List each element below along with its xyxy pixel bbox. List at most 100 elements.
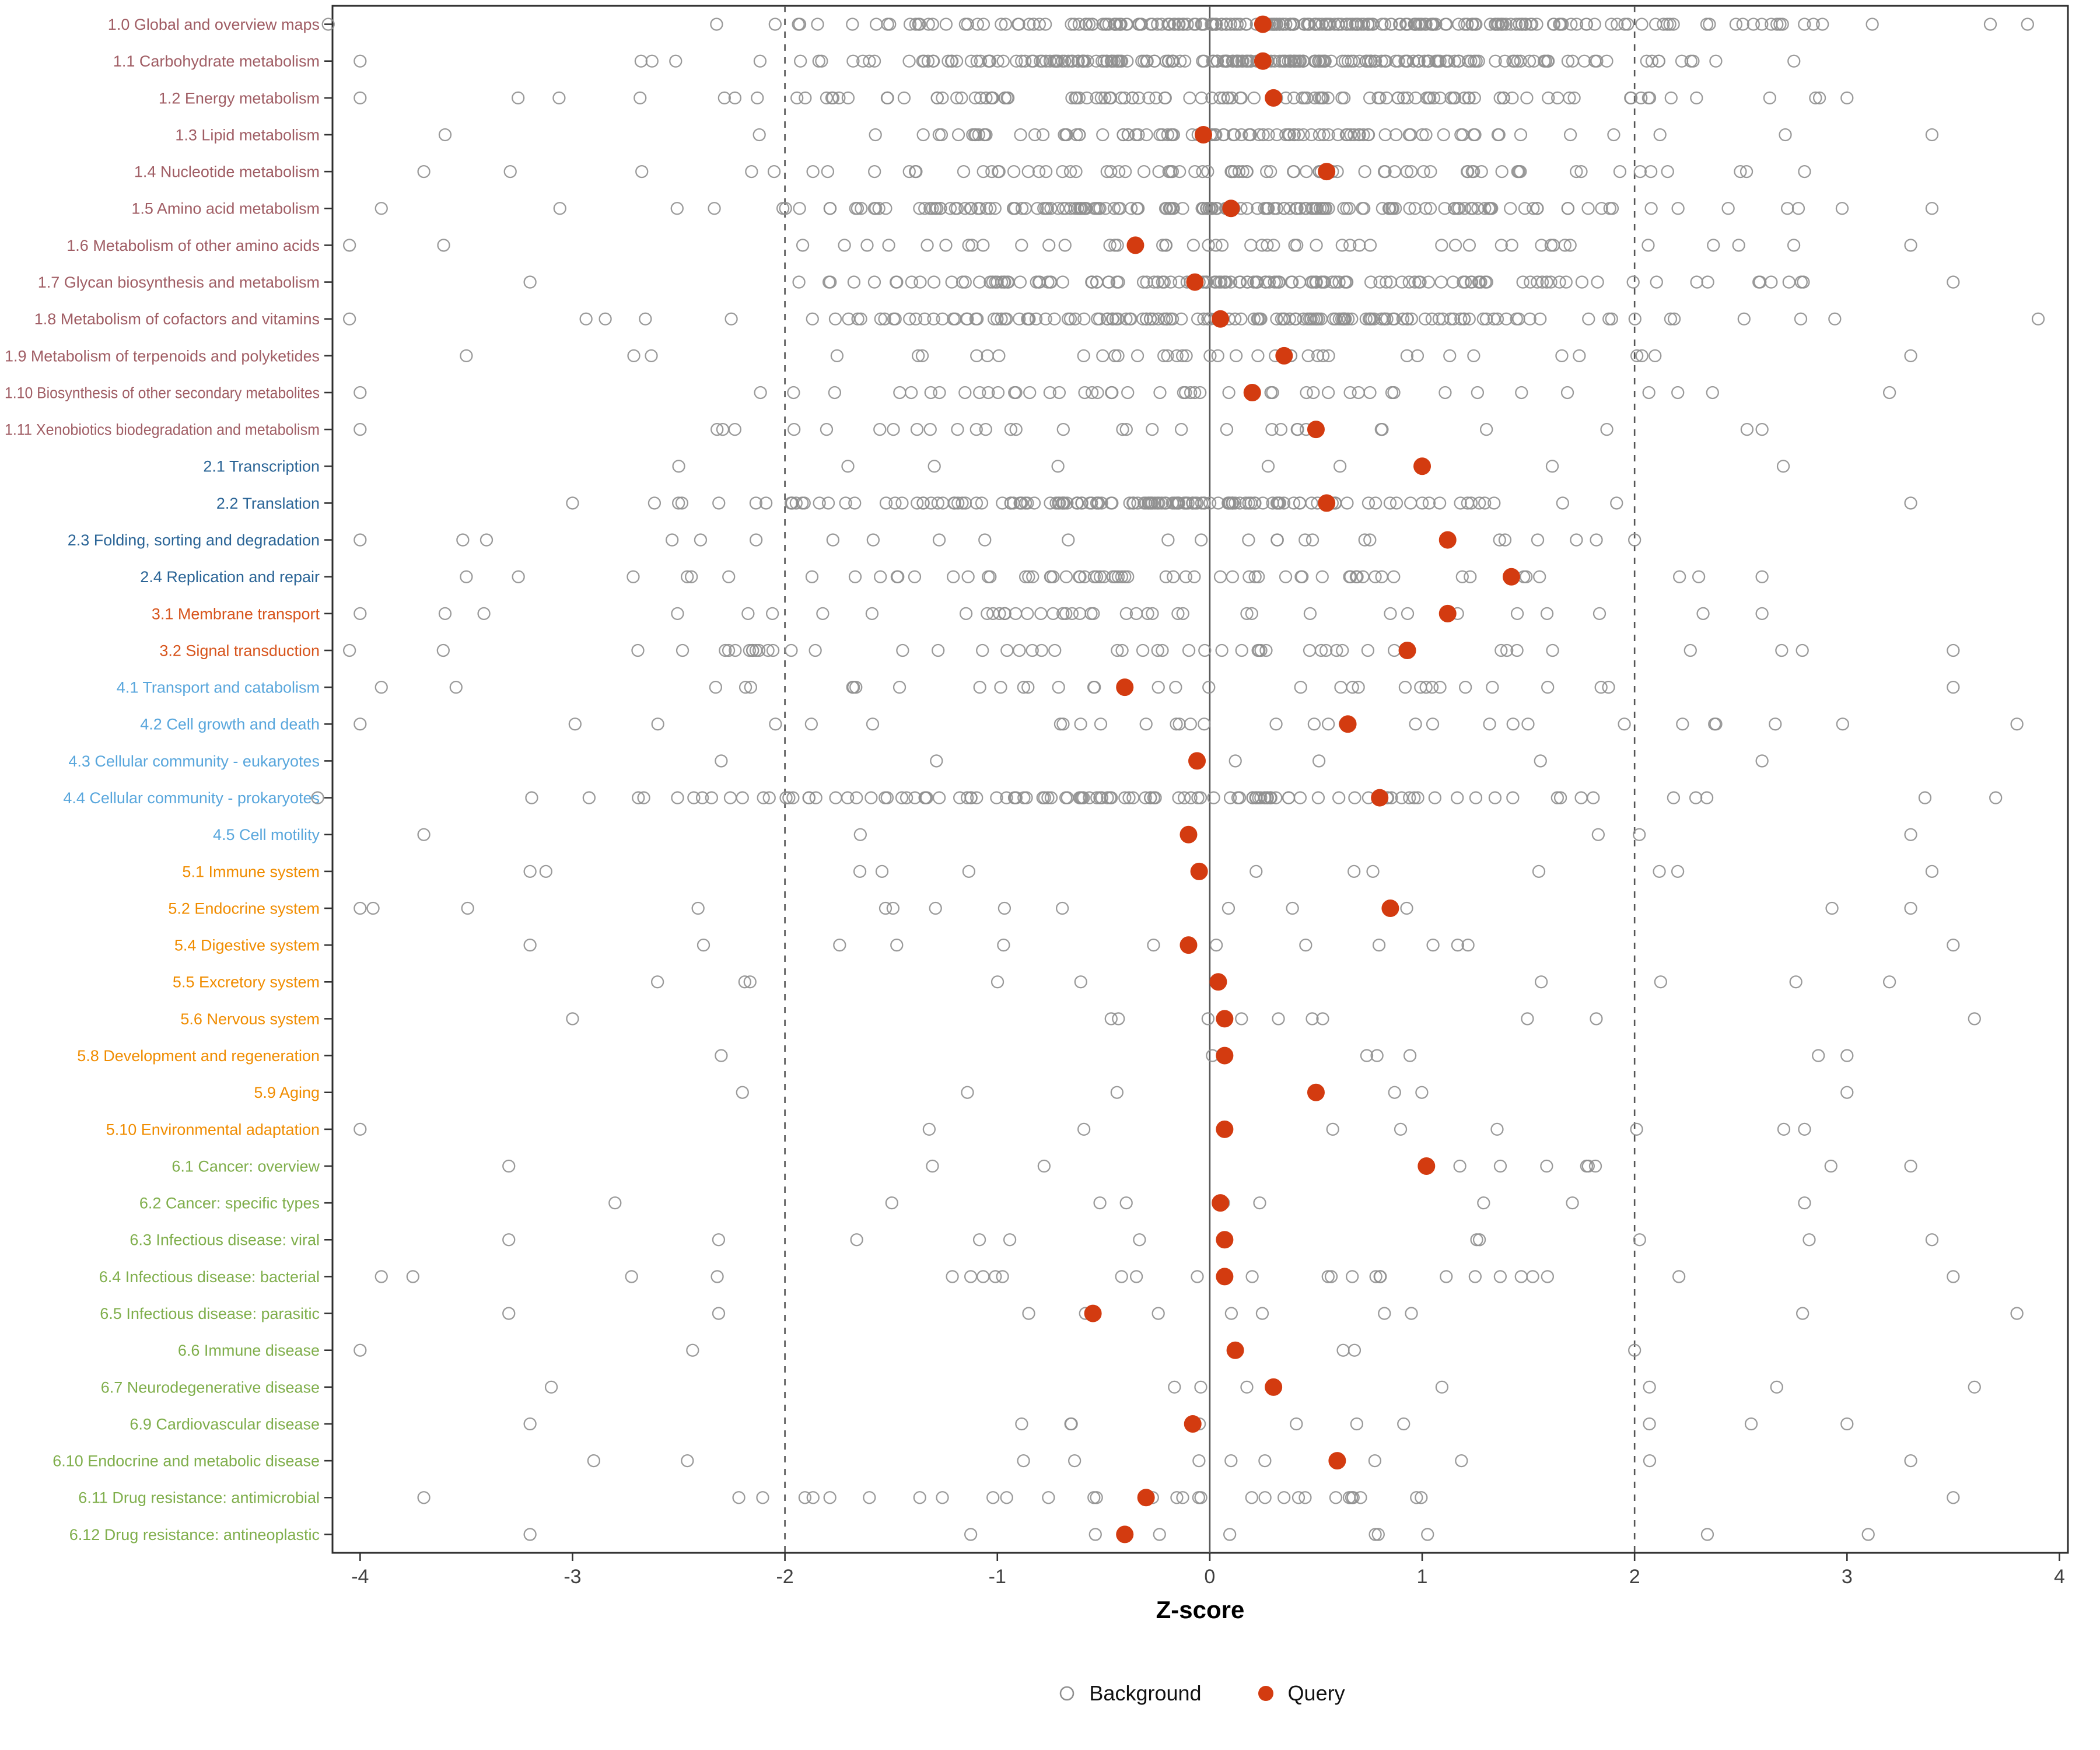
x-tick-label: 4: [2054, 1566, 2065, 1588]
background-point: [2010, 1307, 2024, 1320]
background-point: [1840, 1417, 1854, 1431]
background-point: [1324, 18, 1337, 31]
background-point: [1156, 239, 1170, 252]
background-point: [502, 1233, 516, 1247]
background-point: [1505, 239, 1518, 252]
background-point: [354, 91, 367, 105]
background-point: [1433, 680, 1447, 694]
background-point: [1216, 54, 1230, 68]
background-point: [687, 791, 701, 804]
background-point: [1103, 791, 1117, 804]
query-point: [1126, 236, 1144, 254]
background-point: [1435, 1380, 1449, 1394]
background-point: [1345, 1270, 1359, 1283]
background-point: [1488, 496, 1501, 510]
background-point: [1515, 18, 1529, 31]
query-point: [1413, 457, 1432, 475]
query-point: [1265, 1378, 1283, 1396]
background-point: [1226, 570, 1240, 583]
background-point: [1302, 18, 1315, 31]
background-point: [1947, 643, 1960, 657]
background-point: [1059, 570, 1073, 583]
background-point: [1194, 386, 1207, 400]
background-point: [1191, 1270, 1204, 1283]
background-point: [311, 791, 324, 804]
background-point: [1032, 164, 1046, 178]
background-point: [1483, 718, 1496, 731]
background-point: [1174, 312, 1188, 326]
background-point: [1298, 1491, 1312, 1504]
background-point: [977, 18, 991, 31]
background-point: [1947, 275, 1960, 289]
legend-item-background: Background: [1055, 1681, 1202, 1706]
background-point: [650, 975, 664, 989]
background-point: [982, 54, 995, 68]
background-point: [1435, 239, 1448, 252]
background-point: [1316, 1012, 1329, 1026]
background-point: [1452, 202, 1466, 215]
background-point: [724, 312, 738, 326]
background-point: [1947, 1270, 1960, 1283]
background-point: [1755, 754, 1769, 768]
background-point: [1247, 91, 1261, 105]
background-point: [946, 54, 959, 68]
background-point: [1644, 202, 1658, 215]
background-point: [1308, 54, 1321, 68]
background-point: [1340, 128, 1354, 142]
background-point: [1144, 791, 1157, 804]
background-point: [1048, 643, 1062, 657]
background-point: [900, 791, 914, 804]
background-point: [1149, 791, 1162, 804]
background-point: [847, 275, 861, 289]
background-point: [1269, 718, 1283, 731]
background-point: [1368, 1454, 1382, 1468]
background-point: [1213, 91, 1227, 105]
background-point: [957, 164, 971, 178]
background-point: [853, 864, 867, 878]
background-point: [1253, 1196, 1266, 1210]
background-point: [1161, 349, 1174, 363]
background-point: [905, 275, 919, 289]
background-point: [1499, 18, 1513, 31]
background-point: [1567, 91, 1581, 105]
background-point: [951, 422, 964, 436]
background-point: [951, 496, 965, 510]
background-point: [1182, 643, 1196, 657]
background-point: [1325, 275, 1339, 289]
background-point: [523, 1417, 537, 1431]
background-point: [634, 54, 648, 68]
background-point: [943, 202, 957, 215]
background-point: [1153, 386, 1167, 400]
background-point: [1345, 1491, 1359, 1504]
x-tick-label: 3: [1842, 1566, 1853, 1588]
background-point: [552, 91, 566, 105]
background-point: [1026, 570, 1040, 583]
background-point: [885, 1196, 898, 1210]
background-point: [1252, 128, 1266, 142]
background-point: [1259, 643, 1273, 657]
background-point: [1155, 18, 1168, 31]
background-point: [1419, 202, 1433, 215]
background-point: [523, 1528, 537, 1541]
background-point: [1244, 128, 1257, 142]
background-point: [1436, 312, 1450, 326]
background-point: [1283, 202, 1297, 215]
background-point: [1534, 975, 1548, 989]
background-point: [1039, 312, 1052, 326]
background-point: [1177, 496, 1191, 510]
x-tick-label: -4: [351, 1566, 369, 1588]
background-point: [1437, 128, 1450, 142]
query-point: [1184, 1415, 1202, 1433]
background-point: [1375, 570, 1388, 583]
background-point: [1111, 349, 1125, 363]
background-point: [1229, 349, 1243, 363]
background-point: [1166, 312, 1180, 326]
background-point: [958, 386, 972, 400]
background-point: [872, 202, 886, 215]
background-point: [1240, 164, 1254, 178]
background-point: [1239, 496, 1252, 510]
background-point: [1363, 91, 1377, 105]
background-point: [1396, 312, 1410, 326]
background-point: [927, 275, 941, 289]
background-point: [1151, 275, 1164, 289]
